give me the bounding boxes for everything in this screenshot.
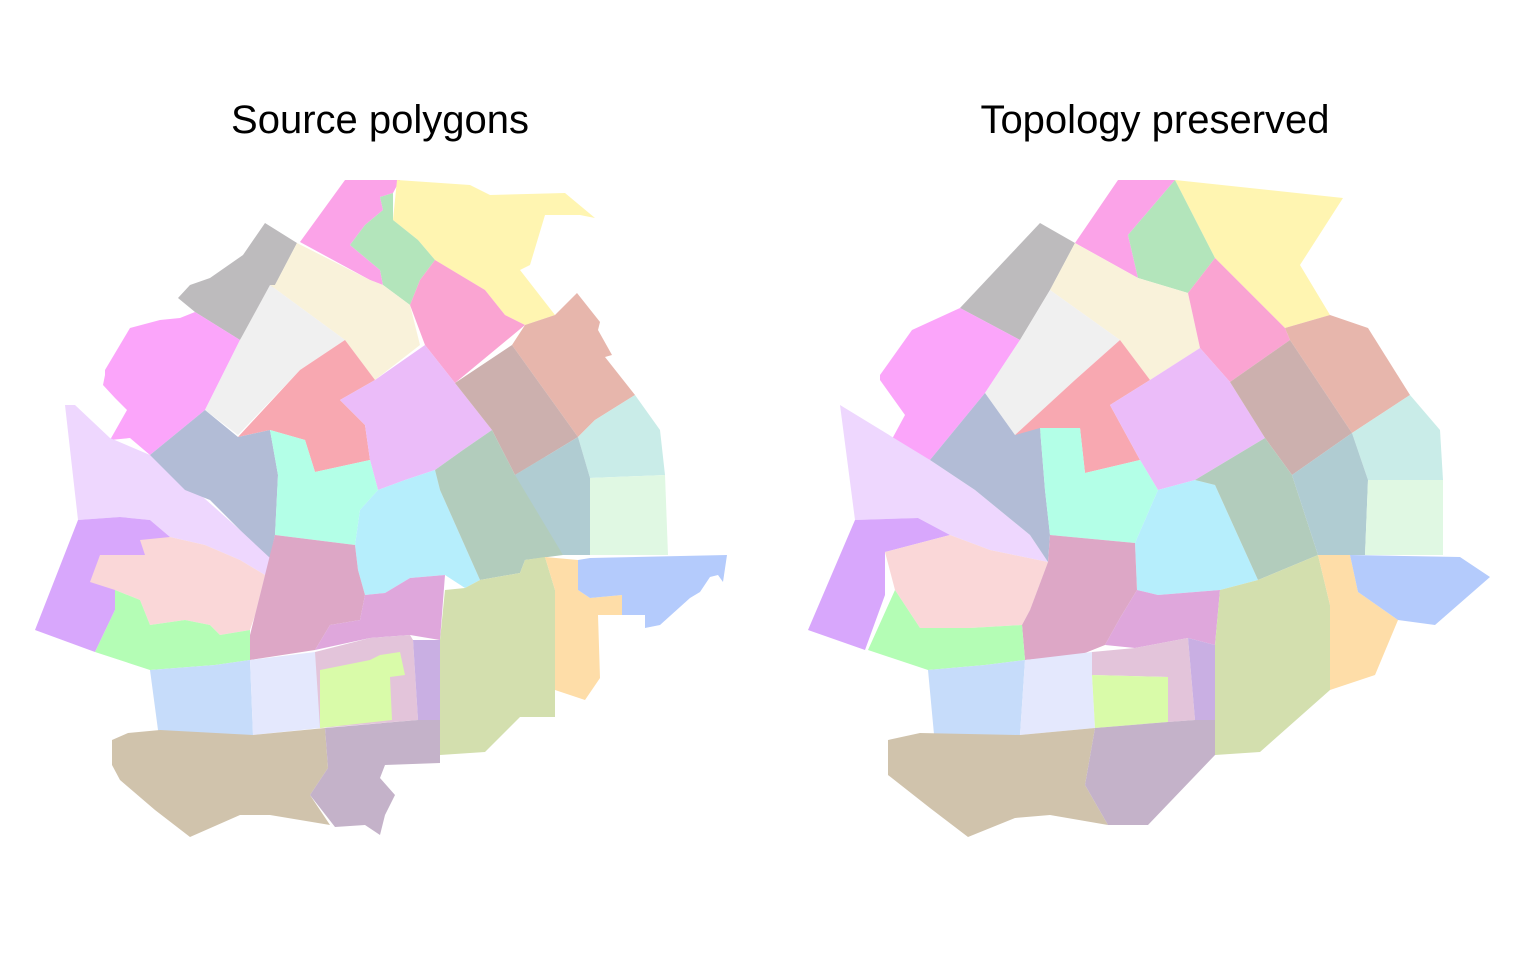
source-region-pink-north [410,260,525,383]
topology-region-pink-gray [1092,638,1195,722]
topology-region-salmon-east [1285,315,1410,433]
source-region-mauve [250,535,365,660]
source-region-ghost [250,652,320,735]
topology-region-violet-west [880,308,1020,460]
topology-region-light-green [868,590,1025,670]
topology-region-magenta-top [1075,180,1175,278]
source-region-steel [515,437,590,555]
topology-region-aqua-east [1352,395,1443,480]
map-source-polygons [35,180,727,837]
topology-region-pale-green [1365,480,1443,555]
source-region-magenta-top [300,180,400,285]
source-region-pale-green [590,475,668,555]
source-region-periwinkle [578,555,727,628]
source-region-violet-west [103,312,240,455]
source-region-slate [150,410,278,558]
source-region-yellow-north [393,180,595,325]
source-region-violet-gray [413,640,440,720]
source-region-olive [440,557,555,755]
source-region-coral [238,340,375,472]
topology-region-lavender [1110,348,1265,490]
source-region-blush [90,537,265,635]
source-region-orchid [315,575,445,650]
source-region-dusky [310,720,440,835]
topology-region-gray [960,223,1075,340]
source-region-peach [545,557,622,700]
topology-region-coral [1015,340,1150,473]
source-region-powder [150,660,253,745]
topology-region-sage [1195,438,1318,580]
topology-region-purple-sw [808,518,950,650]
source-region-cream [270,243,420,380]
topology-region-powder [928,660,1025,745]
source-region-lilac-west [65,405,275,575]
source-region-salmon-east [512,293,635,437]
topology-region-ghost [1020,652,1095,735]
topology-region-lime [1092,675,1168,728]
topology-region-white-gray [985,290,1120,435]
topology-region-yellow-north [1175,180,1343,328]
source-region-tan [112,728,330,837]
source-region-lavender [340,345,492,490]
topology-region-tan [888,728,1108,837]
source-region-white-gray [205,285,345,435]
topology-region-pink-north [1188,258,1290,382]
source-region-mint [270,430,378,545]
topology-region-lilac-west [840,405,1048,562]
source-region-taupe [455,345,578,475]
panel-title-source: Source polygons [231,98,529,142]
source-region-gray [178,223,297,340]
topology-region-blush [885,535,1048,628]
topology-region-dusky [1085,720,1215,825]
topology-region-periwinkle [1350,555,1490,625]
source-region-green-small [350,193,435,305]
topology-region-mint [1040,428,1158,543]
source-region-sky [355,470,480,595]
map-topology-preserved [808,180,1490,837]
panel-title-topology: Topology preserved [980,98,1330,142]
topology-region-peach [1318,555,1398,690]
topology-region-steel [1292,433,1368,555]
topology-region-green-small [1128,180,1215,293]
source-region-light-green [95,590,250,670]
source-region-lime [320,652,405,728]
topology-region-taupe [1230,340,1352,475]
topology-region-olive [1215,555,1330,755]
topology-region-cream [1050,243,1200,380]
source-region-aqua-east [578,395,665,478]
topology-region-slate [930,393,1050,562]
topology-region-orchid [1105,590,1220,648]
topology-region-mauve [1022,535,1137,660]
topology-region-violet-gray [1188,638,1215,720]
topology-region-sky [1135,480,1258,595]
